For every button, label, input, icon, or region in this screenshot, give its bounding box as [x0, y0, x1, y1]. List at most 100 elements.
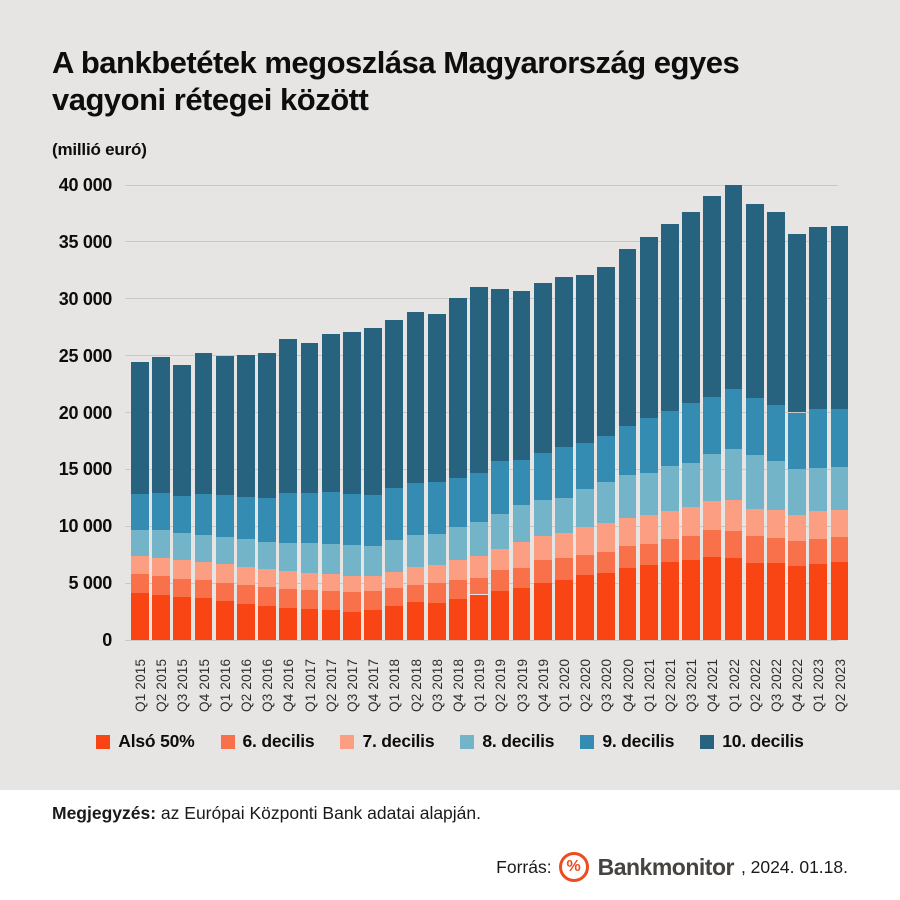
x-tick-label: Q1 2022	[726, 658, 742, 712]
bar-segment	[258, 587, 276, 606]
bar-segment	[809, 227, 828, 410]
bar-segment	[194, 598, 213, 640]
bar-segment	[279, 543, 298, 571]
bar-segment	[512, 459, 531, 505]
bar-segment	[449, 599, 467, 640]
x-tick-label: Q3 2020	[599, 658, 615, 712]
bar-segment	[533, 582, 552, 640]
legend-label: 7. decilis	[362, 731, 435, 751]
bar-segment	[809, 468, 828, 512]
bankmonitor-percent-logo-icon: %	[558, 852, 589, 882]
legend-item: Alsó 50%	[96, 731, 195, 752]
bar-segment	[406, 584, 425, 603]
legend-label: 10. decilis	[722, 731, 804, 751]
source-brand: Bankmonitor	[597, 853, 735, 880]
gridline-35000	[125, 241, 838, 243]
legend-item: 9. decilis	[580, 731, 674, 752]
bar-segment	[194, 561, 213, 580]
legend: Alsó 50% 6. decilis 7. decilis 8. decilis 9.…	[0, 731, 900, 752]
bar-segment	[215, 563, 234, 584]
x-tick-label: Q3 2021	[684, 658, 700, 712]
bar-segment	[364, 575, 382, 592]
bar-segment	[406, 567, 425, 585]
x-tick-label: Q2 2021	[662, 658, 678, 712]
source-line: Forrás: % Bankmonitor , 2024. 01.18.	[496, 852, 848, 882]
bar-segment	[639, 543, 658, 565]
legend-item: 7. decilis	[340, 731, 435, 752]
bar-segment	[258, 605, 276, 640]
bar-segment	[767, 404, 785, 462]
bar-segment	[597, 522, 616, 552]
bar-segment	[364, 609, 382, 640]
bar-segment	[682, 403, 700, 464]
bar-segment	[300, 573, 319, 590]
y-tick-label: 10 000	[58, 516, 113, 537]
legend-label: 8. decilis	[482, 731, 555, 751]
bar-segment	[427, 603, 446, 640]
bar-segment	[470, 555, 488, 578]
bar-segment	[639, 237, 658, 419]
bar-segment	[131, 493, 149, 531]
bar-segment	[237, 566, 255, 585]
bar-segment	[194, 534, 213, 562]
source-date: , 2024. 01.18.	[740, 856, 848, 877]
bar-segment	[237, 584, 255, 604]
bar-segment	[300, 342, 319, 494]
bar-segment	[724, 185, 743, 390]
bar-segment	[512, 587, 531, 640]
bar-segment	[258, 498, 276, 542]
bar-segment	[576, 443, 594, 490]
x-tick-label: Q1 2023	[811, 658, 827, 712]
bar-segment	[745, 562, 764, 640]
bar-segment	[491, 513, 510, 549]
x-tick-label: Q1 2017	[302, 658, 318, 712]
footer: Megjegyzés: az Európai Központi Bank ada…	[0, 790, 900, 900]
bar-segment	[300, 493, 319, 544]
bar-segment	[576, 489, 594, 528]
bar-segment	[300, 609, 319, 640]
y-tick-label: 15 000	[58, 459, 113, 480]
bar-segment	[745, 204, 764, 399]
bar-segment	[173, 559, 192, 579]
gridline-0	[125, 639, 838, 641]
bar-segment	[788, 566, 806, 640]
bar-segment	[491, 591, 510, 640]
bar-segment	[724, 389, 743, 449]
x-tick-label: Q2 2016	[238, 658, 254, 712]
bar-segment	[661, 224, 679, 411]
bar-segment	[661, 539, 679, 562]
bar-segment	[830, 466, 849, 511]
bar-segment	[427, 582, 446, 604]
bar-segment	[385, 488, 404, 540]
legend-label: 6. decilis	[242, 731, 315, 751]
bar-segment	[661, 561, 679, 640]
bar-segment	[767, 538, 785, 564]
bar-segment	[449, 527, 467, 560]
bar-segment	[343, 576, 361, 593]
bar-segment	[512, 568, 531, 588]
bar-segment	[809, 409, 828, 469]
bar-segment	[449, 478, 467, 528]
bar-segment	[470, 286, 488, 474]
source-label: Forrás:	[496, 856, 552, 877]
bar-segment	[682, 559, 700, 640]
bar-segment	[703, 196, 722, 397]
bar-segment	[767, 510, 785, 539]
bar-segment	[703, 500, 722, 531]
x-tick-label: Q3 2015	[175, 658, 191, 712]
bar-segment	[131, 362, 149, 494]
bar-segment	[809, 563, 828, 640]
bar-segment	[618, 248, 637, 427]
bar-segment	[618, 518, 637, 547]
bar-segment	[194, 353, 213, 494]
bar-segment	[809, 511, 828, 540]
bar-segment	[745, 536, 764, 563]
bar-segment	[300, 543, 319, 574]
bar-segment	[724, 530, 743, 558]
bar-segment	[788, 233, 806, 413]
legend-item: 8. decilis	[460, 731, 555, 752]
bar-segment	[724, 500, 743, 531]
x-tick-label: Q3 2022	[768, 658, 784, 712]
bar-segment	[406, 312, 425, 484]
bar-segment	[343, 331, 361, 494]
